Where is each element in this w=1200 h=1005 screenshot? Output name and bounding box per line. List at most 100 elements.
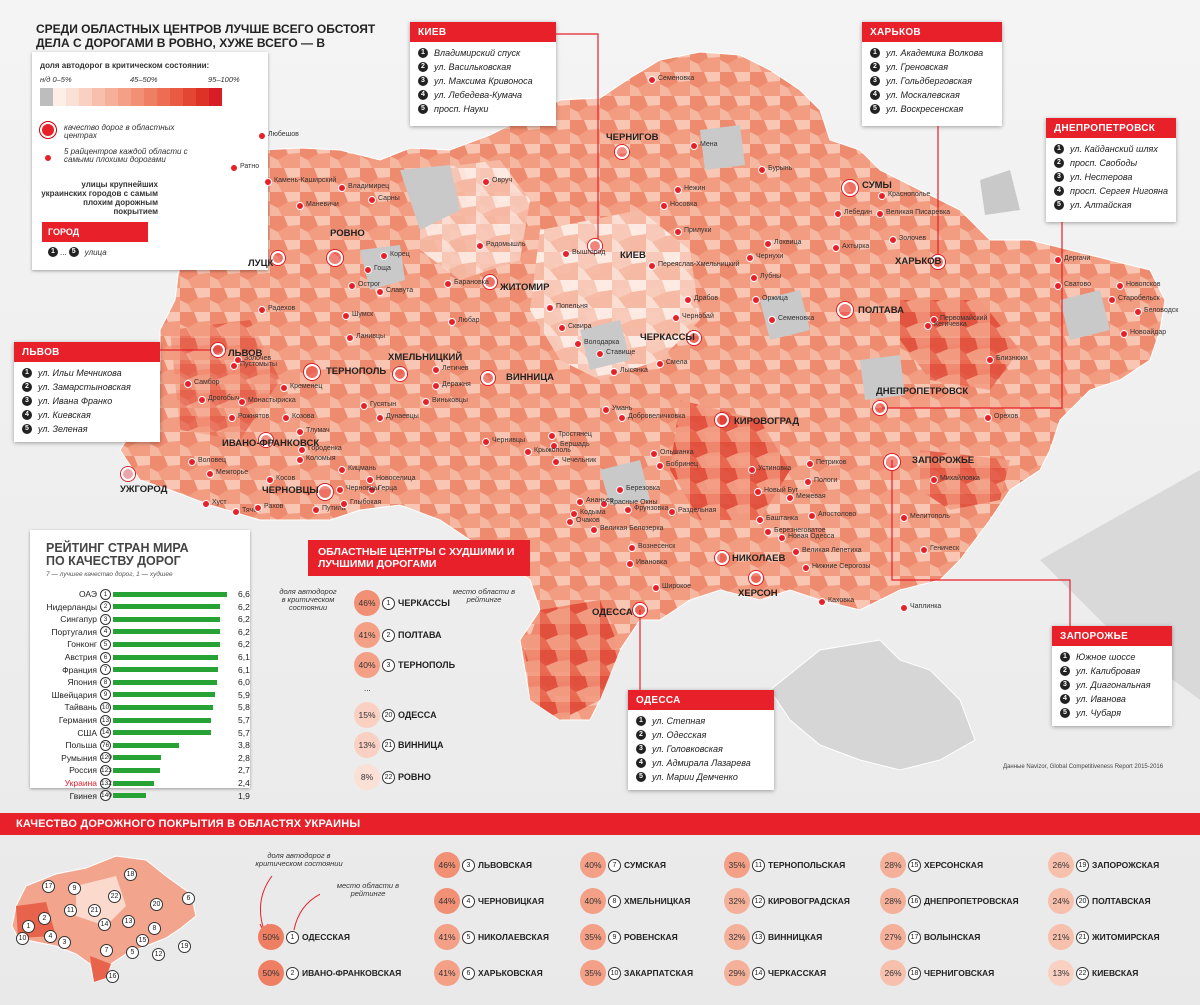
- raion-center-dot: [1054, 256, 1062, 264]
- region-name: ЗАКАРПАТСКАЯ: [624, 968, 694, 978]
- legend-streets: улицы крупнейших украинских городов с са…: [41, 180, 158, 216]
- raion-center-dot: [422, 398, 430, 406]
- raion-center-dot: [234, 356, 242, 364]
- ranking-row: Япония 8 6,0: [42, 676, 250, 688]
- mini-map-rank: 22: [108, 890, 121, 903]
- ramp-swatch: [170, 88, 183, 106]
- street-item: 2 ул. Греновская: [870, 60, 994, 74]
- share-circle: 15%: [354, 702, 380, 728]
- region-name: РОВЕНСКАЯ: [624, 932, 678, 942]
- region-row: 13% 22 КИЕВСКАЯ: [1048, 960, 1138, 986]
- mini-map-rank: 18: [124, 868, 137, 881]
- town-label: Геническ: [930, 545, 960, 552]
- raion-center-dot: [348, 282, 356, 290]
- town-label: Кегичевка: [934, 321, 967, 328]
- raion-center-dot: [684, 296, 692, 304]
- town-label: Дергачи: [1064, 255, 1091, 262]
- rank-badge: 1: [100, 588, 111, 600]
- raion-center-dot: [930, 316, 938, 324]
- street-name: ул. Чубаря: [1076, 708, 1122, 718]
- oblast-center-marker: [271, 251, 285, 265]
- raion-center-dot: [230, 164, 238, 172]
- street-name: ул. Калибровая: [1076, 666, 1141, 676]
- raion-center-dot: [752, 296, 760, 304]
- street-item: 5 ул. Марии Демченко: [636, 770, 766, 784]
- town-label: Радехов: [268, 305, 296, 312]
- oblast-center-label: КИРОВОГРАД: [734, 416, 800, 427]
- raion-center-dot: [566, 518, 574, 526]
- rating-value: 6,6: [238, 589, 250, 599]
- oblast-center-label: ДНЕПРОПЕТРОВСК: [876, 386, 969, 397]
- oblast-center-row: 15% 20 ОДЕССА: [354, 702, 437, 728]
- region-row: 41% 6 ХАРЬКОВСКАЯ: [434, 960, 543, 986]
- town-label: Ивановка: [636, 559, 668, 566]
- oblast-center-name: РОВНО: [398, 772, 431, 782]
- raion-center-dot: [296, 428, 304, 436]
- rank-badge: 9: [100, 689, 111, 701]
- country-name: Япония: [67, 677, 97, 688]
- raion-center-dot: [764, 528, 772, 536]
- country-name: Гвинея: [69, 790, 97, 801]
- street-rank-icon: 5: [636, 772, 646, 782]
- raion-center-dot: [602, 406, 610, 414]
- town-label: Шумск: [352, 311, 374, 318]
- rank-badge: 123: [100, 764, 112, 776]
- raion-center-dot: [380, 252, 388, 260]
- street-item: 5 просп. Науки: [418, 102, 548, 116]
- rank-badge: 13: [100, 714, 111, 726]
- town-label: Корец: [390, 251, 410, 258]
- rating-bar: [113, 641, 221, 647]
- town-label: Межевая: [796, 493, 826, 500]
- ranking-subtitle: 7 — лучшее качество дорог, 1 — худшее: [46, 571, 173, 578]
- rank-badge: 10: [608, 966, 621, 980]
- raion-center-dot: [258, 306, 266, 314]
- street-name: ул. Васильковская: [434, 62, 512, 72]
- region-name: ВОЛЫНСКАЯ: [924, 932, 981, 942]
- legend-tick-low: н/д 0–5%: [40, 75, 72, 84]
- ramp-swatch: [196, 88, 209, 106]
- town-label: Добровеличковка: [628, 413, 686, 420]
- ranking-row: Швейцария 9 5,9: [42, 689, 250, 701]
- rating-value: 6,2: [238, 626, 250, 637]
- rating-bar: [113, 793, 146, 799]
- ranking-row: Гвинея 140 1,9: [42, 790, 250, 802]
- oblast-center-row: 41% 2 ПОЛТАВА: [354, 622, 442, 648]
- worst-note-rank: место области в рейтинге: [452, 587, 516, 604]
- raion-center-dot: [360, 402, 368, 410]
- oblast-center-label: ЧЕРНОВЦЫ: [262, 485, 319, 496]
- rank-badge: 21: [1076, 930, 1089, 944]
- raion-center-dot: [524, 448, 532, 456]
- rating-value: 5,7: [238, 715, 250, 725]
- mini-map-rank: 14: [98, 918, 111, 931]
- raion-center-dot: [660, 202, 668, 210]
- share-circle: 50%: [258, 960, 284, 986]
- raion-center-dot: [254, 504, 262, 512]
- rank-badge: 76: [100, 739, 111, 751]
- oblast-center-row: 8% 22 РОВНО: [354, 764, 431, 790]
- country-name: ОАЭ: [78, 589, 97, 599]
- ranking-row: Тайвань 10 5,8: [42, 701, 250, 713]
- region-name: ЧЕРНИГОВСКАЯ: [924, 968, 995, 978]
- street-name: ул. Кайданский шлях: [1070, 144, 1158, 154]
- oblast-center-marker: [633, 603, 647, 617]
- raion-center-dot: [296, 202, 304, 210]
- city-title: ХАРЬКОВ: [862, 22, 1002, 42]
- town-label: Летичев: [442, 365, 469, 372]
- city-box-lviv: ЛЬВОВ 1 ул. Ильи Мечникова 2 ул. Замарстыно…: [14, 342, 160, 442]
- town-label: Широкое: [662, 583, 692, 590]
- street-name: ул. Алтайская: [1070, 200, 1132, 210]
- rank-badge: 1: [382, 596, 395, 610]
- town-label: Лохвица: [774, 239, 802, 246]
- share-circle: 32%: [724, 924, 750, 950]
- rank-badge: 22: [382, 770, 395, 784]
- region-row: 21% 21 ЖИТОМИРСКАЯ: [1048, 924, 1160, 950]
- raion-center-dot: [618, 414, 626, 422]
- ramp-swatch: [53, 88, 66, 106]
- ranking-row: США 14 5,7: [42, 727, 250, 739]
- street-item: 4 ул. Лебедева-Кумача: [418, 88, 548, 102]
- street-name: ул. Нестерова: [1070, 172, 1133, 182]
- rating-value: 5,7: [238, 727, 250, 738]
- mini-map: [11, 855, 197, 983]
- raion-center-dot: [562, 250, 570, 258]
- rank-badge: 22: [1076, 966, 1089, 980]
